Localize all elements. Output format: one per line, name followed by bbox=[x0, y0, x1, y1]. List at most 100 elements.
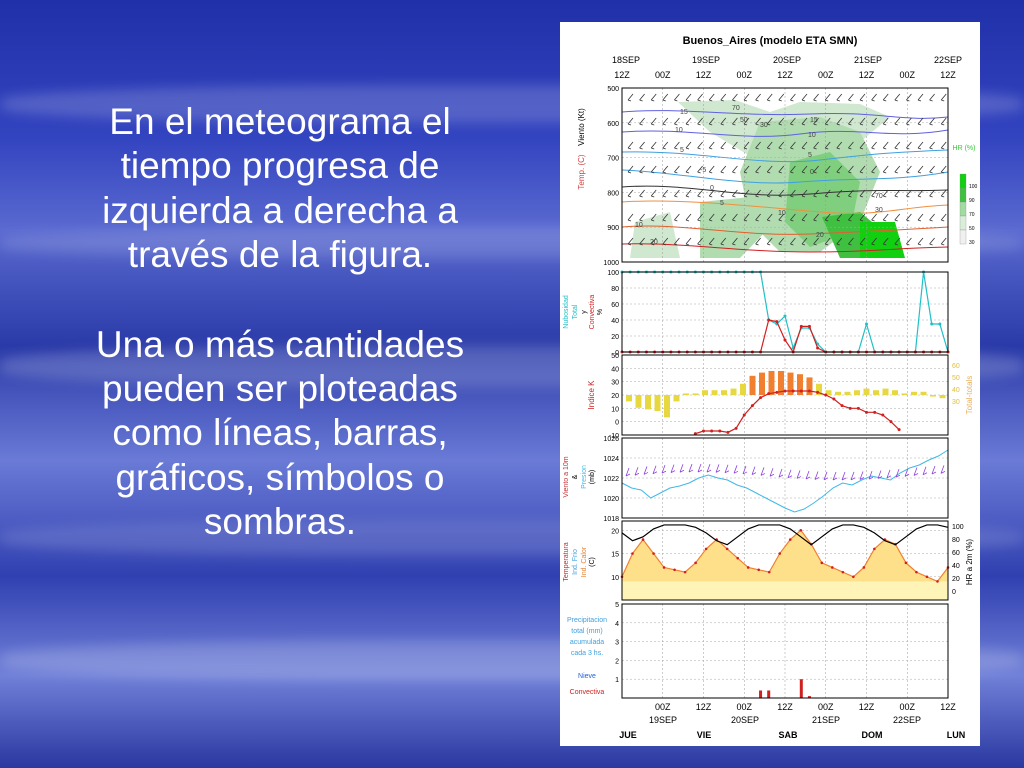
y-tick-label: 0 bbox=[615, 350, 619, 357]
total-totals-bar bbox=[930, 395, 936, 397]
wind-barb-10m bbox=[625, 467, 631, 477]
wind-barb bbox=[685, 165, 692, 174]
wind-barb bbox=[871, 141, 877, 150]
contour-line bbox=[621, 110, 949, 119]
bottom-axis-hour-label: 00Z bbox=[818, 702, 834, 712]
y-axis-label-amp: & bbox=[572, 474, 579, 479]
wind-barb-10m bbox=[877, 470, 883, 479]
wind-barb-10m bbox=[652, 465, 658, 475]
wind-barb bbox=[674, 141, 680, 150]
wind-barb bbox=[685, 141, 692, 150]
wind-barb bbox=[824, 141, 831, 150]
wind-barb bbox=[685, 93, 692, 102]
wind-barb bbox=[755, 117, 761, 126]
temperature-point bbox=[673, 568, 676, 572]
y-axis-label-percent: % bbox=[597, 309, 604, 315]
contour-line bbox=[621, 185, 949, 196]
wind-barb bbox=[848, 117, 854, 126]
wind-barb-10m bbox=[706, 463, 712, 473]
wind-barb bbox=[871, 93, 877, 102]
wind-barb bbox=[859, 93, 866, 102]
precipitation-bar bbox=[799, 679, 803, 698]
wind-barb bbox=[813, 189, 819, 198]
wind-barb bbox=[940, 165, 947, 174]
total-totals-bar bbox=[626, 395, 632, 402]
y-axis-label-ind-calor: Ind. Calor bbox=[581, 546, 588, 577]
wind-barb-10m bbox=[796, 470, 802, 479]
right-tick-label: 80 bbox=[952, 537, 960, 544]
wind-barb bbox=[824, 117, 831, 126]
wind-barb bbox=[708, 189, 715, 198]
cloud-convectiva-point bbox=[816, 346, 820, 350]
temperature-point bbox=[841, 570, 845, 574]
legend-tick: 50 bbox=[969, 226, 975, 232]
wind-barb-10m bbox=[688, 463, 694, 473]
y-axis-label-total-totals: Total-totals bbox=[965, 376, 974, 415]
precip-label-line: cada 3 hs. bbox=[571, 650, 603, 657]
k-index-point bbox=[710, 429, 714, 433]
wind-barb bbox=[906, 93, 912, 102]
wind-barb-10m bbox=[769, 468, 775, 477]
total-totals-bar bbox=[664, 395, 670, 418]
total-totals-bar bbox=[939, 395, 946, 399]
wind-barb bbox=[627, 189, 634, 198]
temperature-point bbox=[631, 552, 634, 555]
wind-barb bbox=[836, 117, 843, 126]
wind-barb bbox=[929, 165, 935, 174]
total-totals-bar bbox=[816, 383, 822, 395]
wind-barb bbox=[882, 141, 889, 150]
k-index-point bbox=[799, 389, 803, 393]
wind-barb bbox=[639, 237, 645, 246]
wind-barb bbox=[859, 213, 866, 222]
wind-barb bbox=[906, 165, 912, 174]
y-tick-label: 15 bbox=[611, 552, 619, 559]
cloud-total-point bbox=[938, 322, 942, 326]
wind-barb bbox=[662, 117, 669, 126]
y-tick-label: 2 bbox=[615, 658, 619, 665]
top-axis-hour-label: 12Z bbox=[777, 70, 793, 80]
y-axis-label-y: y bbox=[581, 310, 588, 314]
wind-barb bbox=[906, 189, 912, 198]
wind-barb bbox=[732, 141, 738, 150]
temperature-point bbox=[746, 566, 750, 569]
wind-barb-10m bbox=[922, 466, 928, 476]
wind-barb-10m bbox=[841, 471, 847, 481]
wind-barb bbox=[697, 141, 703, 150]
wind-barb-10m bbox=[931, 465, 937, 475]
wind-barb bbox=[836, 213, 843, 222]
k-index-point bbox=[734, 426, 738, 430]
wind-barb bbox=[697, 165, 703, 174]
slide-paragraph-1: En el meteograma el tiempo progresa de i… bbox=[102, 101, 458, 276]
temperature-point bbox=[757, 568, 761, 572]
contour-line bbox=[621, 225, 949, 235]
wind-barb bbox=[906, 141, 912, 150]
y-tick-label: 1 bbox=[615, 677, 619, 684]
k-index-point bbox=[881, 413, 885, 417]
wind-barb bbox=[650, 237, 657, 246]
cold-band bbox=[622, 581, 948, 600]
k-index-point bbox=[767, 392, 771, 396]
bottom-axis-hour-label: 00Z bbox=[736, 702, 752, 712]
contour-label: 70 bbox=[875, 193, 883, 200]
wind-barb bbox=[859, 141, 866, 150]
wind-barb bbox=[894, 117, 901, 126]
contour-label: 5 bbox=[720, 200, 724, 207]
wind-barb-10m bbox=[733, 465, 739, 474]
wind-barb bbox=[813, 213, 819, 222]
wind-barb-10m bbox=[886, 469, 892, 479]
total-totals-bar bbox=[844, 391, 851, 395]
wind-barb bbox=[790, 237, 796, 246]
y-tick-label: 20 bbox=[611, 528, 619, 535]
bottom-axis-day-label: VIE bbox=[697, 730, 712, 740]
panel-frame bbox=[621, 87, 949, 263]
wind-barb bbox=[766, 117, 773, 126]
wind-barb bbox=[929, 117, 935, 126]
y-axis-label-mb: (mb) bbox=[589, 470, 596, 484]
wind-barb bbox=[766, 141, 773, 150]
k-index-point bbox=[807, 389, 811, 393]
wind-barb bbox=[894, 237, 901, 246]
y-tick-label: 0 bbox=[615, 420, 619, 427]
temperature-point bbox=[662, 566, 666, 569]
wind-barb-10m bbox=[832, 471, 838, 481]
total-totals-bar bbox=[759, 372, 765, 395]
